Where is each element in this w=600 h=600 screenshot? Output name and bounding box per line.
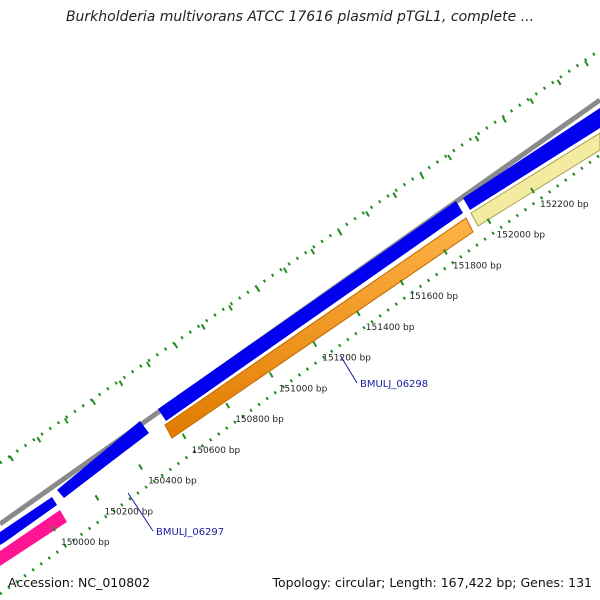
- outer-major-tick: [337, 229, 343, 236]
- inner-major-ticks: [51, 187, 535, 532]
- outer-major-tick: [173, 342, 179, 349]
- major-tick: [94, 494, 100, 501]
- outer-major-tick: [392, 192, 398, 199]
- outer-major-tick: [91, 399, 96, 406]
- pink-feature[interactable]: [0, 510, 67, 566]
- outer-major-tick: [556, 79, 562, 86]
- outer-major-tick: [200, 323, 206, 330]
- outer-major-tick: [228, 304, 233, 312]
- forward-strand-features: [0, 108, 600, 545]
- outer-major-tick: [118, 380, 124, 387]
- outer-major-tick: [63, 417, 69, 424]
- tick-label: 151200 bp: [322, 354, 371, 364]
- gene-label[interactable]: BMULJ_06297: [156, 527, 224, 538]
- major-tick: [181, 433, 187, 440]
- tick-label: 152200 bp: [540, 200, 589, 210]
- major-tick: [486, 218, 492, 225]
- tick-label: 151000 bp: [279, 384, 328, 394]
- major-tick: [355, 310, 361, 317]
- major-tick: [312, 341, 318, 348]
- gene-label-leader: [339, 354, 358, 384]
- reverse-strand-features: [0, 132, 600, 566]
- inner-tick-ring: [0, 153, 600, 596]
- outer-major-tick: [282, 267, 288, 274]
- outer-major-tick: [365, 210, 370, 218]
- major-tick: [51, 525, 56, 532]
- outer-tick-ring: [0, 48, 600, 465]
- accession-text: Accession: NC_010802: [8, 575, 151, 590]
- outer-major-tick: [146, 361, 151, 368]
- tick-label: 150600 bp: [192, 446, 241, 456]
- map-title: Burkholderia multivorans ATCC 17616 plas…: [65, 9, 535, 25]
- tick-label: 150400 bp: [148, 477, 197, 487]
- gene-label-leader: [127, 492, 154, 532]
- gene-label[interactable]: BMULJ_06298: [360, 379, 428, 390]
- tick-label: 150800 bp: [235, 415, 284, 425]
- tick-label: 150200 bp: [105, 507, 154, 517]
- reverse-gene-arrow[interactable]: [164, 217, 474, 439]
- tick-label: 151400 bp: [366, 323, 415, 333]
- outer-major-tick: [502, 116, 507, 123]
- outer-major-ticks: [9, 60, 589, 462]
- tick-label: 151800 bp: [453, 262, 502, 272]
- outer-major-tick: [310, 248, 316, 255]
- major-tick: [225, 402, 231, 409]
- outer-major-tick: [255, 286, 261, 293]
- outer-major-tick: [447, 154, 452, 161]
- major-tick: [399, 279, 405, 286]
- forward-gene-arrow[interactable]: [0, 497, 57, 545]
- major-tick: [138, 463, 143, 471]
- tick-label: 150000 bp: [61, 538, 110, 548]
- tick-labels: 150000 bp 150200 bp 150400 bp 150600 bp 1508…: [61, 200, 589, 548]
- outer-major-tick: [474, 135, 480, 142]
- major-tick: [268, 371, 274, 378]
- outer-major-tick: [584, 60, 589, 67]
- outer-major-tick: [9, 455, 14, 462]
- outer-major-tick: [36, 436, 42, 443]
- forward-gene-arrow[interactable]: [57, 421, 149, 498]
- major-tick: [443, 248, 448, 256]
- major-tick: [530, 187, 535, 194]
- pale-feature[interactable]: [470, 132, 600, 227]
- outer-major-tick: [419, 173, 425, 180]
- topology-summary: Topology: circular; Length: 167,422 bp; …: [272, 575, 593, 590]
- tick-label: 152000 bp: [497, 231, 546, 241]
- tick-label: 151600 bp: [409, 292, 458, 302]
- forward-gene-arrow[interactable]: [463, 108, 600, 210]
- forward-gene-arrow[interactable]: [158, 201, 463, 421]
- outer-major-tick: [529, 98, 535, 105]
